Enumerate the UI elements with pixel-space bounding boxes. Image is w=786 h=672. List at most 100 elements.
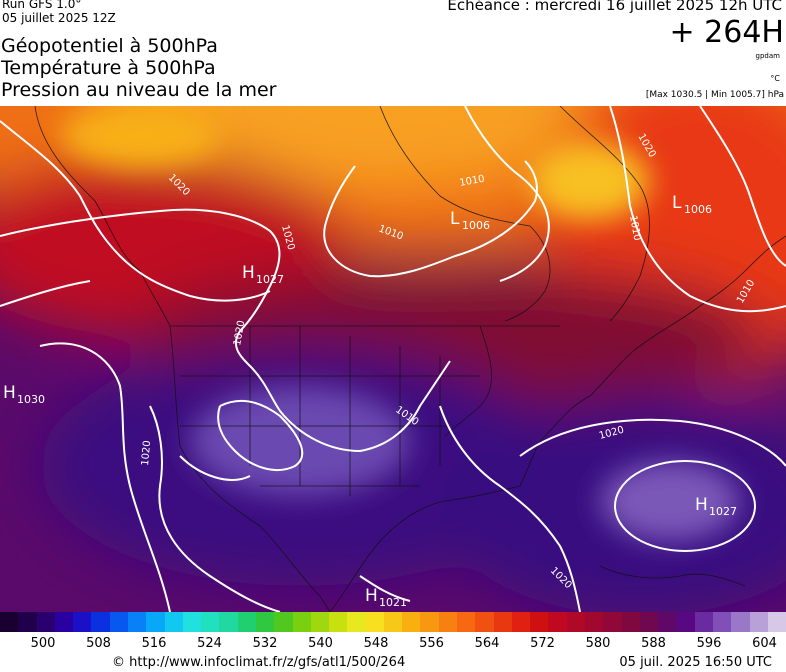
center-type: L <box>450 209 460 229</box>
low-center-labrador: L 1006 <box>672 193 712 216</box>
run-info: Run GFS 1.0° 05 juillet 2025 12Z <box>2 0 116 25</box>
color-swatch <box>493 612 512 632</box>
center-type: H <box>695 495 708 515</box>
color-swatch <box>329 612 348 632</box>
color-swatch <box>566 612 585 632</box>
color-swatch <box>694 612 713 632</box>
low-center-canada: L 1006 <box>450 209 490 232</box>
color-swatch <box>201 612 220 632</box>
title-geopotential: Géopotentiel à 500hPa <box>1 35 218 57</box>
color-swatch <box>731 612 750 632</box>
color-swatch <box>749 612 768 632</box>
color-scale-tick: 516 <box>141 636 167 651</box>
weather-map[interactable]: 1020 1020 1020 1020 1010 1010 1010 1010 … <box>0 0 786 616</box>
high-center-west-coast: H 1027 <box>242 263 284 286</box>
color-scale-bar <box>0 612 786 632</box>
forecast-offset: + 264H <box>669 15 785 50</box>
color-swatch <box>54 612 74 632</box>
color-swatch <box>73 612 92 632</box>
center-type: H <box>3 383 16 403</box>
high-center-gulf: H 1021 <box>365 586 407 609</box>
color-swatch <box>365 612 384 632</box>
center-type: L <box>672 193 682 213</box>
color-swatch <box>658 612 677 632</box>
color-swatch <box>548 612 567 632</box>
color-swatch <box>603 612 622 632</box>
center-value: 1021 <box>379 596 407 609</box>
color-swatch <box>109 612 128 632</box>
color-swatch <box>530 612 549 632</box>
footer-url: © http://www.infoclimat.fr/z/gfs/atl1/50… <box>112 655 406 670</box>
geopotential-shading <box>0 0 786 616</box>
color-swatch <box>585 612 604 632</box>
color-swatch <box>91 612 110 632</box>
color-swatch <box>36 612 55 632</box>
color-swatch <box>127 612 147 632</box>
coastlines <box>34 105 786 613</box>
color-scale-tick: 596 <box>696 636 722 651</box>
isobars <box>0 105 786 613</box>
color-swatch <box>402 612 421 632</box>
footer-generated-date: 05 juil. 2025 16:50 UTC <box>619 655 772 670</box>
color-scale-tick: 572 <box>530 636 555 651</box>
color-scale-tick: 532 <box>252 636 278 651</box>
color-scale-tick: 588 <box>641 636 666 651</box>
color-swatch <box>639 612 659 632</box>
title-pressure: Pression au niveau de la mer <box>1 79 277 101</box>
color-swatch <box>146 612 165 632</box>
color-swatch <box>255 612 275 632</box>
color-swatch <box>621 612 640 632</box>
color-scale-tick: 508 <box>86 636 111 651</box>
color-scale-tick: 500 <box>30 636 56 651</box>
center-value: 1030 <box>17 393 45 406</box>
color-scale-tick: 556 <box>419 636 444 651</box>
high-center-pacific: H 1030 <box>3 383 45 406</box>
run-model: Run GFS 1.0° <box>2 0 82 11</box>
color-swatch <box>475 612 494 632</box>
unit-geopotential: gpdam <box>755 52 780 60</box>
color-scale-tick: 548 <box>363 636 389 651</box>
color-scale-tick: 540 <box>308 636 333 651</box>
color-swatch <box>164 612 183 632</box>
color-swatch <box>457 612 476 632</box>
color-swatch <box>237 612 256 632</box>
pressure-max-min: [Max 1030.5 | Min 1005.7] hPa <box>645 90 784 100</box>
color-swatch <box>438 612 458 632</box>
center-value: 1006 <box>684 203 712 216</box>
unit-temperature: °C <box>770 74 780 83</box>
color-swatch <box>18 612 37 632</box>
isobar-label: 1020 <box>140 440 153 466</box>
isobar-label: 1020 <box>232 320 247 347</box>
color-scale-tick: 580 <box>585 636 611 651</box>
color-swatch <box>292 612 311 632</box>
color-swatch <box>310 612 330 632</box>
center-type: H <box>365 586 378 606</box>
center-type: H <box>242 263 255 283</box>
color-swatch <box>383 612 403 632</box>
center-value: 1006 <box>462 219 490 232</box>
color-swatch <box>767 612 786 632</box>
color-swatch <box>712 612 732 632</box>
color-swatch <box>676 612 695 632</box>
color-swatch <box>219 612 238 632</box>
run-date: 05 juillet 2025 12Z <box>2 11 116 25</box>
center-value: 1027 <box>709 505 737 518</box>
title-temperature: Température à 500hPa <box>1 57 216 79</box>
pressure-centers: H 1027 L 1006 L 1006 H 1030 H 1027 H 102… <box>3 193 737 609</box>
isobar-label: 1010 <box>627 215 642 242</box>
color-scale-tick: 524 <box>197 636 222 651</box>
color-swatch <box>420 612 439 632</box>
map-titles: Géopotentiel à 500hPa Température à 500h… <box>1 35 276 101</box>
color-swatch <box>0 612 19 632</box>
color-scale-tick: 604 <box>752 636 777 651</box>
color-scale-ticks: 500 508 516 524 532 540 548 556 564 572 580 588 596 6… <box>0 636 786 654</box>
color-swatch <box>274 612 293 632</box>
weather-map-svg: 1020 1020 1020 1020 1010 1010 1010 1010 … <box>0 0 786 616</box>
high-center-atlantic: H 1027 <box>695 495 737 518</box>
color-swatch <box>511 612 531 632</box>
isobar-label: 1010 <box>459 174 486 189</box>
forecast-valid-time: Echéance : mercredi 16 juillet 2025 12h … <box>447 0 782 14</box>
color-swatch <box>182 612 202 632</box>
center-value: 1027 <box>256 273 284 286</box>
color-scale-tick: 564 <box>474 636 500 651</box>
